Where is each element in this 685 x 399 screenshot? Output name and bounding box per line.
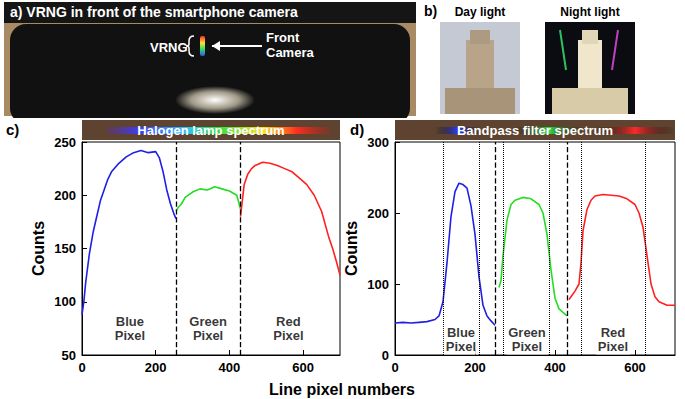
svg-text:400: 400 [219, 360, 241, 375]
svg-text:a) VRNG in front of the smartp: a) VRNG in front of the smartphone camer… [10, 4, 298, 20]
svg-text:Pixel: Pixel [115, 328, 145, 343]
svg-text:250: 250 [54, 135, 76, 150]
svg-text:Front: Front [266, 30, 300, 45]
svg-text:Pixel: Pixel [512, 339, 542, 354]
svg-text:Red: Red [601, 325, 626, 340]
svg-text:200: 200 [145, 360, 167, 375]
svg-text:Red: Red [276, 314, 301, 329]
svg-text:200: 200 [367, 206, 389, 221]
svg-text:Pixel: Pixel [273, 328, 303, 343]
svg-text:Night light: Night light [560, 5, 619, 19]
svg-text:Bandpass filter spectrum: Bandpass filter spectrum [457, 123, 613, 138]
svg-text:Halogen lamp spectrum: Halogen lamp spectrum [137, 123, 284, 138]
svg-text:Pixel: Pixel [446, 339, 476, 354]
svg-text:Camera: Camera [266, 45, 314, 60]
svg-text:400: 400 [544, 360, 566, 375]
svg-text:d): d) [350, 121, 364, 138]
svg-text:Pixel: Pixel [193, 328, 223, 343]
svg-text:100: 100 [54, 294, 76, 309]
svg-text:0: 0 [391, 360, 398, 375]
svg-text:150: 150 [54, 241, 76, 256]
svg-text:600: 600 [292, 360, 314, 375]
svg-text:200: 200 [464, 360, 486, 375]
svg-text:100: 100 [367, 277, 389, 292]
svg-text:Blue: Blue [116, 314, 144, 329]
svg-text:Pixel: Pixel [598, 339, 628, 354]
svg-text:600: 600 [624, 360, 646, 375]
svg-text:VRNG: VRNG [150, 40, 188, 55]
svg-text:Counts: Counts [30, 221, 47, 276]
svg-text:Day light: Day light [455, 5, 506, 19]
svg-text:0: 0 [382, 348, 389, 363]
svg-text:Green: Green [189, 314, 227, 329]
svg-text:50: 50 [62, 348, 76, 363]
svg-text:Counts: Counts [343, 221, 360, 276]
svg-text:Line pixel numbers: Line pixel numbers [269, 381, 415, 398]
svg-text:0: 0 [78, 360, 85, 375]
svg-text:Blue: Blue [447, 325, 475, 340]
svg-text:b): b) [424, 3, 437, 19]
svg-text:200: 200 [54, 188, 76, 203]
svg-text:Green: Green [508, 325, 546, 340]
svg-text:300: 300 [367, 135, 389, 150]
svg-text:c): c) [6, 121, 19, 138]
